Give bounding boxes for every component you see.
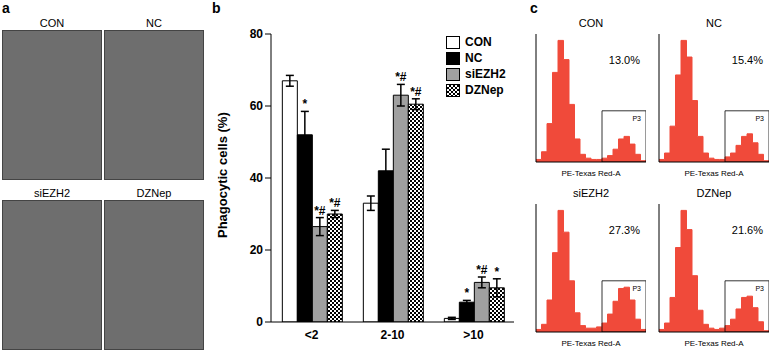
svg-text:*#: *# xyxy=(329,196,341,210)
svg-text:Phagocytic cells (%): Phagocytic cells (%) xyxy=(215,112,230,238)
html-text:PE-Texas Red-A: PE-Texas Red-A xyxy=(684,339,744,348)
svg-text:P3: P3 xyxy=(632,285,641,292)
svg-text:P3: P3 xyxy=(755,285,764,292)
html-text:21.6%: 21.6% xyxy=(731,224,763,236)
html-text:b: b xyxy=(212,0,221,16)
html-text:DZNep: DZNep xyxy=(696,187,732,199)
html-text:CON: CON xyxy=(39,17,65,29)
html-text:siEZH2: siEZH2 xyxy=(34,187,70,199)
svg-text:*#: *# xyxy=(314,204,326,218)
svg-text:*#: *# xyxy=(410,85,422,99)
html-text:NC: NC xyxy=(706,17,722,29)
html-text:siEZH2: siEZH2 xyxy=(573,187,609,199)
html-text:c: c xyxy=(530,0,538,16)
svg-text:*#: *# xyxy=(476,263,488,277)
svg-text:*: * xyxy=(465,286,470,300)
html-text:siEZH2: siEZH2 xyxy=(465,67,506,81)
svg-text:*#: *# xyxy=(395,70,407,84)
html-text:NC: NC xyxy=(146,17,162,29)
html-text:DZNep: DZNep xyxy=(465,83,504,97)
html-text:CON: CON xyxy=(465,35,492,49)
svg-text:20: 20 xyxy=(250,243,264,257)
svg-text:0: 0 xyxy=(256,315,263,329)
svg-text:*: * xyxy=(303,97,308,111)
html-text:NC: NC xyxy=(465,51,483,65)
svg-text:<2: <2 xyxy=(305,328,319,342)
html-text:15.4%: 15.4% xyxy=(731,54,763,66)
html-text:PE-Texas Red-A: PE-Texas Red-A xyxy=(684,169,744,178)
svg-text:*: * xyxy=(495,265,500,279)
html-text:PE-Texas Red-A: PE-Texas Red-A xyxy=(561,169,621,178)
svg-text:P3: P3 xyxy=(755,115,764,122)
html-text:PE-Texas Red-A: PE-Texas Red-A xyxy=(561,339,621,348)
html-text:a: a xyxy=(2,0,10,16)
svg-text:60: 60 xyxy=(250,99,264,113)
html-text:CON: CON xyxy=(578,17,604,29)
svg-text:80: 80 xyxy=(250,27,264,41)
svg-text:P3: P3 xyxy=(632,115,641,122)
html-text:13.0%: 13.0% xyxy=(608,54,640,66)
svg-text:40: 40 xyxy=(250,171,264,185)
html-text:DZNep: DZNep xyxy=(136,187,172,199)
svg-text:2-10: 2-10 xyxy=(380,328,404,342)
svg-text:>10: >10 xyxy=(463,328,484,342)
html-text:27.3%: 27.3% xyxy=(608,224,640,236)
